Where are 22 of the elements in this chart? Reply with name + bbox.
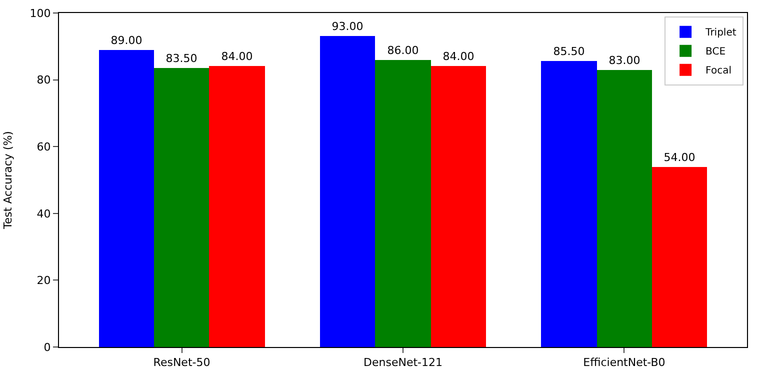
legend-label: Triplet xyxy=(704,28,736,39)
y-axis-title: Test Accuracy (%) xyxy=(1,131,14,230)
data-label: 83.50 xyxy=(166,52,198,65)
data-label: 93.00 xyxy=(332,20,364,33)
y-tick-label: 80 xyxy=(36,74,51,87)
y-tick-label: 40 xyxy=(36,207,51,220)
legend-label: Focal xyxy=(706,66,732,77)
data-label: 85.50 xyxy=(553,45,585,58)
data-label: 84.00 xyxy=(442,50,474,63)
data-label: 84.00 xyxy=(221,50,253,63)
y-tick-label: 100 xyxy=(30,6,51,20)
y-tick-label: 20 xyxy=(36,274,51,288)
x-tick-label: EfficientNet-B0 xyxy=(583,356,666,370)
data-label: 83.00 xyxy=(608,54,640,67)
data-label: 89.00 xyxy=(110,34,142,47)
x-tick-label: ResNet-50 xyxy=(153,356,210,370)
data-label: 86.00 xyxy=(387,44,419,57)
x-tick-label: DenseNet-121 xyxy=(364,356,442,370)
legend-label: BCE xyxy=(706,46,726,58)
data-label: 54.00 xyxy=(664,151,696,164)
y-tick-label: 60 xyxy=(36,140,51,154)
y-tick-label: 0 xyxy=(44,340,51,354)
